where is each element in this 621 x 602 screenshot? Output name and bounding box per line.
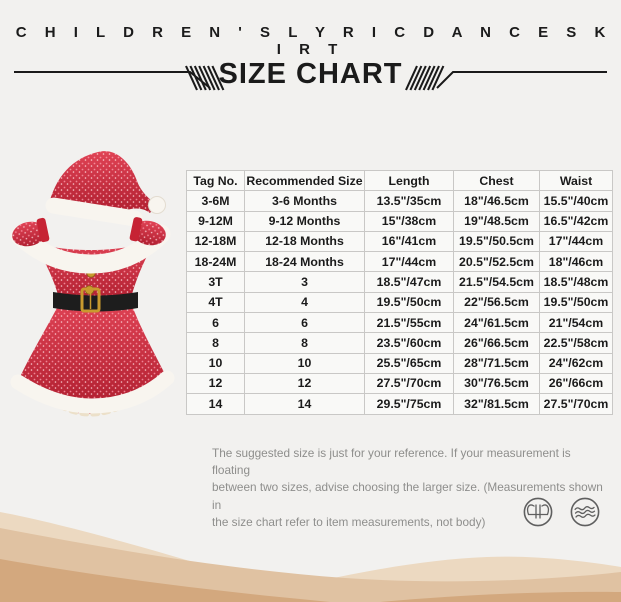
dress-belt <box>53 287 138 313</box>
table-row: 4T 4 19.5"/50cm 22"/56.5cm 19.5"/50cm <box>186 291 613 314</box>
table-row: 9-12M 9-12 Months 15"/38cm 19"/48.5cm 16.5"/… <box>186 210 613 232</box>
column-header: Recommended Size <box>244 169 365 192</box>
table-cell: 6 <box>186 312 245 334</box>
table-row: 10 10 25.5"/65cm 28"/71.5cm 24"/62cm <box>186 352 613 374</box>
table-cell: 27.5"/70cm <box>539 393 613 415</box>
table-cell: 19.5"/50.5cm <box>453 230 540 253</box>
table-cell: 17"/44cm <box>364 251 454 273</box>
table-cell: 9-12M <box>186 210 245 232</box>
column-header: Chest <box>453 169 540 192</box>
table-cell: 18-24 Months <box>244 251 365 273</box>
background-waves <box>0 512 621 602</box>
size-note-line: The suggested size is just for your refe… <box>212 446 571 478</box>
column-header: Length <box>364 169 454 192</box>
table-row: 12 12 27.5"/70cm 30"/76.5cm 26"/66cm <box>186 372 613 395</box>
table-cell: 21.5"/54.5cm <box>453 271 540 293</box>
table-cell: 20.5"/52.5cm <box>453 251 540 273</box>
table-cell: 17"/44cm <box>539 230 613 253</box>
table-cell: 30"/76.5cm <box>453 372 540 395</box>
column-header: Waist <box>539 169 613 192</box>
table-cell: 14 <box>244 393 365 415</box>
table-header-row: Tag No. Recommended Size Length Chest Waist <box>186 169 613 192</box>
table-cell: 12-18 Months <box>244 230 365 253</box>
table-cell: 9-12 Months <box>244 210 365 232</box>
table-cell: 23.5"/60cm <box>364 332 454 354</box>
table-cell: 24"/62cm <box>539 352 613 374</box>
sleeve-right <box>129 217 166 246</box>
table-row: 12-18M 12-18 Months 16"/41cm 19.5"/50.5cm 17… <box>186 230 613 253</box>
hat-brim <box>45 197 143 227</box>
sleeve-left <box>12 217 50 247</box>
table-cell: 19"/48.5cm <box>453 210 540 232</box>
table-row: 18-24M 18-24 Months 17"/44cm 20.5"/52.5cm 18… <box>186 251 613 273</box>
table-cell: 10 <box>186 352 245 374</box>
skirt-fur-hem <box>10 370 175 414</box>
belt-buckle <box>80 287 101 313</box>
table-cell: 12-18M <box>186 230 245 253</box>
table-cell: 15"/38cm <box>364 210 454 232</box>
table-cell: 8 <box>186 332 245 354</box>
section-title: SIZE CHART <box>218 58 403 90</box>
table-cell: 28"/71.5cm <box>453 352 540 374</box>
table-cell: 14 <box>186 393 245 415</box>
care-icons <box>523 497 600 527</box>
table-cell: 25.5"/65cm <box>364 352 454 374</box>
table-cell: 3-6M <box>186 190 245 212</box>
size-note-line: between two sizes, advise choosing the l… <box>212 480 603 512</box>
table-cell: 3T <box>186 271 245 293</box>
table-cell: 8 <box>244 332 365 354</box>
size-note: The suggested size is just for your refe… <box>212 445 610 531</box>
table-row: 3T 3 18.5"/47cm 21.5"/54.5cm 18.5"/48cm <box>186 271 613 293</box>
hat-pompom <box>148 196 166 214</box>
table-cell: 18.5"/48cm <box>539 271 613 293</box>
table-cell: 18"/46cm <box>539 251 613 273</box>
no-wring-icon <box>523 497 553 527</box>
table-cell: 19.5"/50cm <box>364 291 454 314</box>
table-cell: 10 <box>244 352 365 374</box>
hatch-right-icon <box>405 65 445 91</box>
table-cell: 16.5"/42cm <box>539 210 613 232</box>
dress-skirt <box>10 300 175 414</box>
product-image <box>10 151 175 417</box>
size-note-line: the size chart refer to item measurement… <box>212 514 486 529</box>
table-cell: 18.5"/47cm <box>364 271 454 293</box>
table-cell: 6 <box>244 312 365 334</box>
table-cell: 22.5"/58cm <box>539 332 613 354</box>
table-cell: 21.5"/55cm <box>364 312 454 334</box>
hatch-left-icon <box>185 65 225 91</box>
heading-decoration <box>14 65 607 91</box>
table-cell: 12 <box>244 372 365 395</box>
table-row: 3-6M 3-6 Months 13.5"/35cm 18"/46.5cm 15.5"/… <box>186 190 613 212</box>
size-table: Tag No. Recommended Size Length Chest Waist … <box>186 169 613 415</box>
heading-rule-right <box>436 71 607 89</box>
table-row: 8 8 23.5"/60cm 26"/66.5cm 22.5"/58cm <box>186 332 613 354</box>
table-cell: 32"/81.5cm <box>453 393 540 415</box>
table-cell: 19.5"/50cm <box>539 291 613 314</box>
fabric-waves-icon <box>570 497 600 527</box>
table-cell: 26"/66cm <box>539 372 613 395</box>
table-cell: 4T <box>186 291 245 314</box>
table-row: 6 6 21.5"/55cm 24"/61.5cm 21"/54cm <box>186 312 613 334</box>
table-cell: 18"/46.5cm <box>453 190 540 212</box>
table-cell: 26"/66.5cm <box>453 332 540 354</box>
table-cell: 21"/54cm <box>539 312 613 334</box>
table-cell: 22"/56.5cm <box>453 291 540 314</box>
table-cell: 15.5"/40cm <box>539 190 613 212</box>
table-cell: 24"/61.5cm <box>453 312 540 334</box>
table-cell: 16"/41cm <box>364 230 454 253</box>
santa-hat <box>45 151 166 227</box>
table-cell: 18-24M <box>186 251 245 273</box>
page-title: C H I L D R E N ' S L Y R I C D A N C E … <box>15 24 613 58</box>
table-cell: 29.5"/75cm <box>364 393 454 415</box>
table-cell: 4 <box>244 291 365 314</box>
table-cell: 13.5"/35cm <box>364 190 454 212</box>
table-cell: 3-6 Months <box>244 190 365 212</box>
table-row: 14 14 29.5"/75cm 32"/81.5cm 27.5"/70cm <box>186 393 613 415</box>
table-cell: 12 <box>186 372 245 395</box>
table-cell: 27.5"/70cm <box>364 372 454 395</box>
column-header: Tag No. <box>186 169 245 192</box>
table-cell: 3 <box>244 271 365 293</box>
